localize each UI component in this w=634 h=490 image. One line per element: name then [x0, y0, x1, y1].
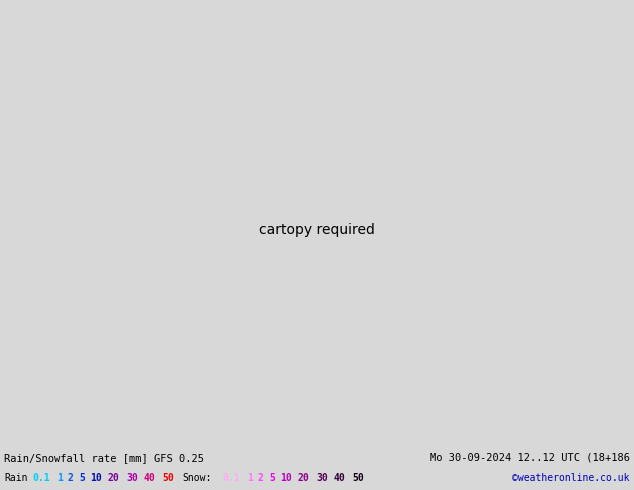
Text: 5: 5	[269, 473, 275, 483]
Text: 10: 10	[280, 473, 292, 483]
Text: 20: 20	[108, 473, 120, 483]
Text: 30: 30	[316, 473, 328, 483]
Text: 0.1: 0.1	[32, 473, 49, 483]
Text: ©weatheronline.co.uk: ©weatheronline.co.uk	[512, 473, 630, 483]
Text: 50: 50	[162, 473, 174, 483]
Text: 50: 50	[352, 473, 364, 483]
Text: Rain: Rain	[4, 473, 27, 483]
Text: 1: 1	[247, 473, 253, 483]
Text: Mo 30-09-2024 12..12 UTC (18+186: Mo 30-09-2024 12..12 UTC (18+186	[430, 453, 630, 463]
Text: 30: 30	[126, 473, 138, 483]
Text: 1: 1	[57, 473, 63, 483]
Text: Snow:: Snow:	[182, 473, 211, 483]
Text: 2: 2	[258, 473, 264, 483]
Text: cartopy required: cartopy required	[259, 223, 375, 237]
Text: 2: 2	[68, 473, 74, 483]
Text: 20: 20	[298, 473, 310, 483]
Text: Rain/Snowfall rate [mm] GFS 0.25: Rain/Snowfall rate [mm] GFS 0.25	[4, 453, 204, 463]
Text: 5: 5	[79, 473, 85, 483]
Text: 40: 40	[144, 473, 156, 483]
Text: 40: 40	[334, 473, 346, 483]
Text: 0.1: 0.1	[222, 473, 240, 483]
Text: 10: 10	[90, 473, 101, 483]
